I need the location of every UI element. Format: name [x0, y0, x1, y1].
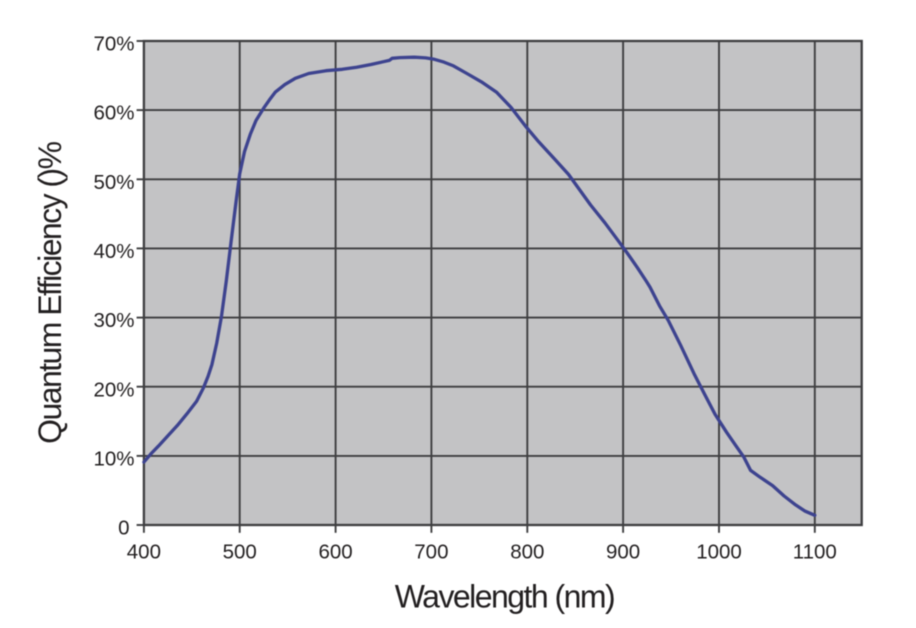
- svg-text:70%: 70%: [93, 33, 134, 56]
- svg-text:40%: 40%: [93, 240, 134, 263]
- svg-text:900: 900: [606, 540, 640, 563]
- svg-text:20%: 20%: [93, 378, 134, 401]
- svg-text:30%: 30%: [93, 309, 134, 332]
- svg-text:50%: 50%: [93, 171, 134, 194]
- svg-text:Wavelength (nm): Wavelength (nm): [395, 578, 616, 614]
- svg-text:800: 800: [510, 540, 544, 563]
- svg-text:500: 500: [223, 540, 257, 563]
- svg-text:1000: 1000: [696, 540, 742, 563]
- svg-text:Quantum Efficiency ()%: Quantum Efficiency ()%: [32, 141, 68, 444]
- svg-text:10%: 10%: [93, 448, 134, 471]
- svg-text:60%: 60%: [93, 102, 134, 125]
- svg-text:1100: 1100: [793, 540, 837, 563]
- svg-text:400: 400: [127, 540, 161, 563]
- svg-text:600: 600: [318, 540, 352, 563]
- svg-text:700: 700: [414, 540, 448, 563]
- svg-text:0: 0: [118, 517, 129, 540]
